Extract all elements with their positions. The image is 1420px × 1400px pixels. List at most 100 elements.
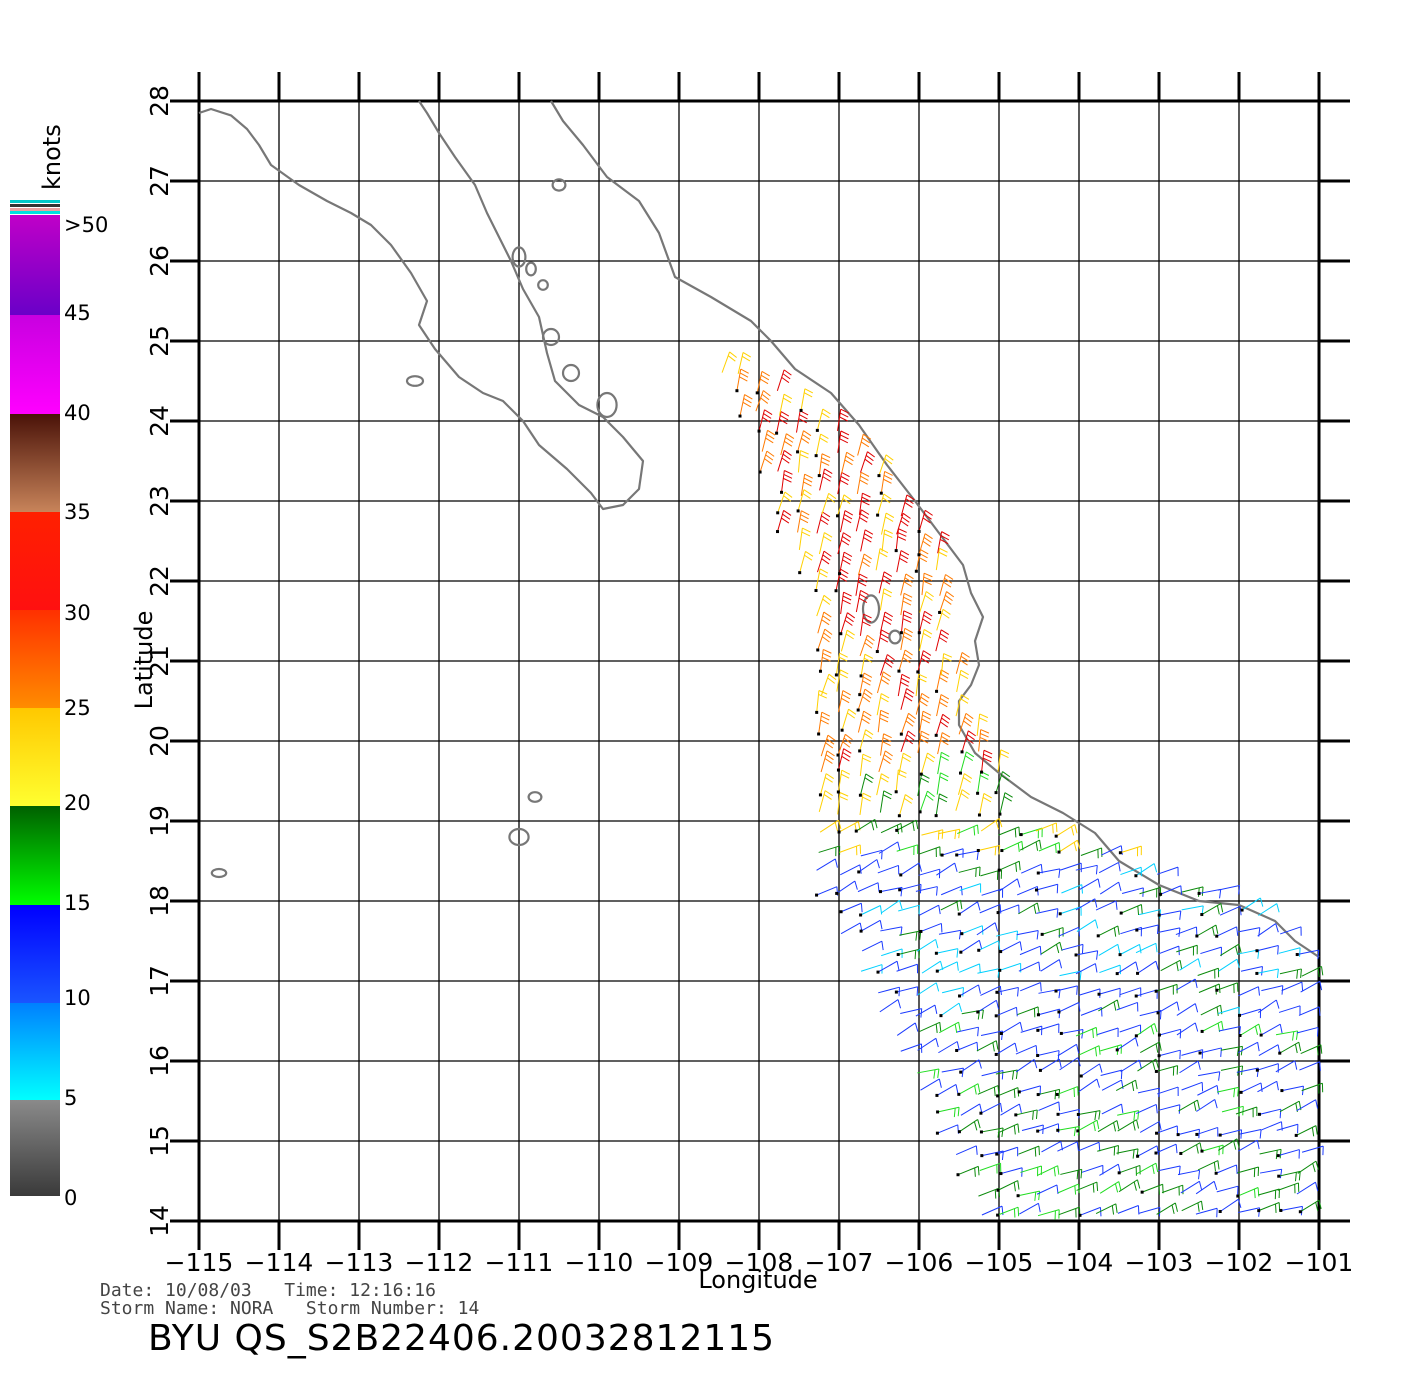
barb-shaft: [1080, 1063, 1100, 1077]
wind-barb: [980, 749, 993, 774]
barb-shaft: [977, 999, 997, 1013]
barb-shaft: [917, 731, 922, 753]
barb-shaft: [1037, 1209, 1060, 1217]
barb-feather: [956, 1041, 960, 1051]
barb-flag: [1278, 1051, 1282, 1055]
wind-barb: [876, 493, 892, 517]
barb-feather: [1078, 1002, 1081, 1012]
barb-flag: [1259, 1033, 1263, 1037]
barb-shaft: [1219, 905, 1241, 916]
barb-feather: [939, 538, 949, 545]
wind-barb: [899, 610, 913, 635]
barb-feather: [860, 513, 869, 519]
barb-shaft: [880, 926, 903, 932]
barb-shaft: [860, 529, 866, 552]
barb-shaft: [1281, 1085, 1304, 1092]
barb-flag: [1056, 1112, 1060, 1116]
barb-feather: [821, 619, 830, 626]
barb-flag: [1255, 1068, 1259, 1072]
barb-feather: [1096, 1078, 1100, 1088]
barb-flag: [994, 1052, 998, 1056]
barb-feather: [981, 1009, 984, 1019]
barb-flag: [876, 513, 880, 517]
barb-shaft: [1161, 1184, 1183, 1194]
wind-barb: [1178, 1099, 1200, 1112]
barb-shaft: [1058, 1183, 1079, 1194]
barb-flag: [1198, 1051, 1202, 1055]
barb-feather: [1217, 1160, 1220, 1170]
barb-shaft: [1158, 927, 1181, 933]
barb-feather: [1017, 842, 1020, 853]
barb-shaft: [777, 450, 785, 472]
barb-flag: [836, 790, 840, 794]
barb-flag: [917, 529, 921, 533]
barb-shaft: [981, 1127, 1004, 1133]
barb-shaft: [840, 902, 862, 913]
barb-feather: [1094, 919, 1099, 929]
barb-feather: [818, 693, 827, 699]
wind-barb: [817, 611, 832, 634]
wind-barb: [840, 591, 852, 615]
wind-barb: [1196, 1099, 1218, 1112]
barb-shaft: [1021, 863, 1042, 874]
barb-shaft: [1237, 1187, 1259, 1197]
barb-feather: [1150, 1025, 1155, 1035]
barb-feather: [842, 536, 851, 542]
wind-barb: [1280, 926, 1302, 936]
barb-feather: [883, 592, 892, 598]
barb-feather: [885, 750, 893, 757]
barb-shaft: [937, 961, 958, 972]
wind-barb: [1177, 1169, 1201, 1180]
barb-feather: [1053, 1167, 1056, 1177]
barb-shaft: [1181, 1049, 1203, 1056]
barb-shaft: [936, 862, 956, 876]
barb-shaft: [936, 772, 941, 795]
barb-flag: [960, 932, 964, 936]
wind-barb: [1157, 1028, 1182, 1039]
barb-shaft: [1119, 1024, 1141, 1033]
barb-shaft: [1159, 910, 1181, 916]
wind-barb: [896, 948, 921, 960]
barb-flag: [1238, 1034, 1242, 1038]
wind-barb: [1076, 1119, 1100, 1133]
barb-feather: [880, 679, 889, 685]
barb-feather: [765, 437, 774, 444]
wind-barb: [1076, 1181, 1099, 1193]
barb-flag: [1134, 994, 1138, 998]
barb-flag: [917, 553, 921, 557]
barb-flag: [1197, 891, 1201, 895]
barb-feather: [939, 701, 948, 708]
barb-feather: [784, 440, 793, 447]
wind-barb: [997, 749, 1010, 772]
barb-feather: [1055, 822, 1058, 832]
wind-barb: [1038, 1101, 1061, 1111]
barb-shaft: [1140, 1041, 1160, 1054]
wind-barb: [1278, 1041, 1302, 1055]
wind-barb: [959, 883, 982, 893]
wind-barb: [800, 473, 813, 496]
wind-barb: [1136, 1162, 1159, 1175]
barb-feather: [1094, 1111, 1097, 1121]
wind-barb: [858, 773, 874, 797]
barb-feather: [786, 433, 795, 439]
barb-shaft: [955, 652, 963, 674]
barb-shaft: [1117, 1205, 1139, 1214]
wind-barb: [959, 1059, 982, 1074]
barb-shaft: [855, 573, 860, 596]
barb-shaft: [1216, 1086, 1239, 1093]
barb-shaft: [1038, 868, 1060, 874]
barb-feather: [974, 1085, 977, 1095]
wind-barb: [1295, 949, 1320, 960]
barb-shaft: [980, 1102, 1001, 1114]
barb-shaft: [859, 613, 864, 636]
wind-barb: [819, 819, 842, 833]
barb-shaft: [1256, 968, 1279, 974]
barb-feather: [1098, 1142, 1101, 1152]
barb-flag: [876, 970, 880, 974]
barb-feather: [822, 652, 832, 658]
barb-feather: [864, 688, 873, 695]
wind-barb: [1118, 845, 1142, 857]
wind-barb: [915, 1004, 938, 1017]
barb-shaft: [800, 388, 806, 411]
barb-feather: [1216, 1006, 1219, 1016]
